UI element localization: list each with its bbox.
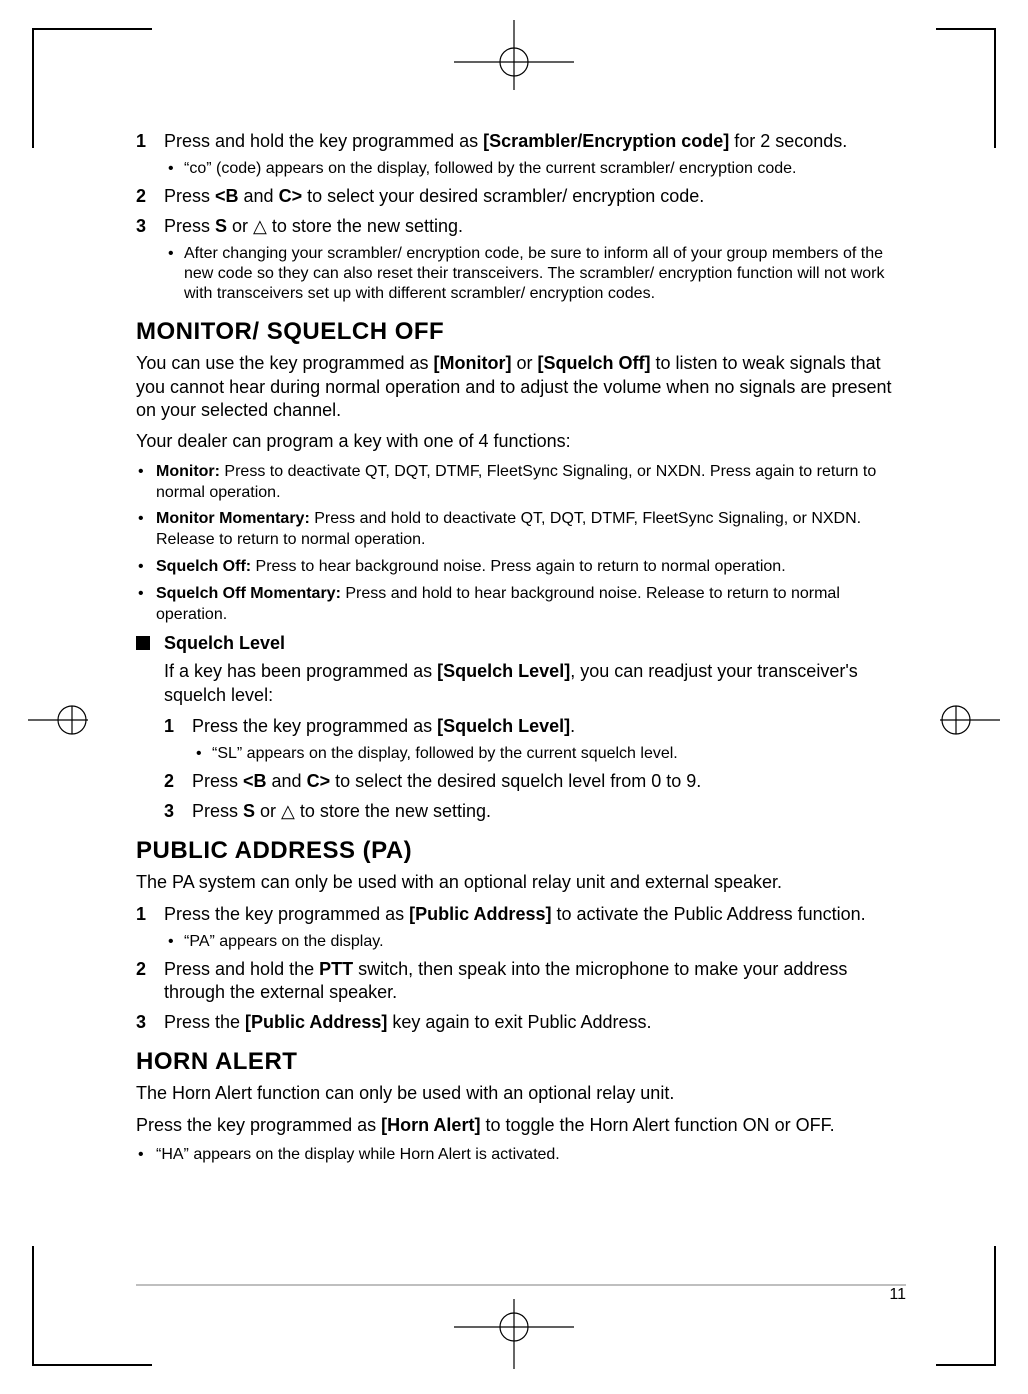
squelch-step: 3Press S or △ to store the new setting. — [164, 800, 906, 823]
scrambler-step: 3Press S or △ to store the new setting. — [136, 215, 906, 238]
content-area: 1Press and hold the key programmed as [S… — [136, 130, 906, 1172]
section-title-monitor: MONITOR/ SQUELCH OFF — [136, 318, 906, 346]
monitor-bullet: •Squelch Off: Press to hear background n… — [136, 557, 906, 578]
monitor-bullet: •Monitor Momentary: Press and hold to de… — [136, 509, 906, 551]
monitor-bullet: •Squelch Off Momentary: Press and hold t… — [136, 584, 906, 626]
pa-step: 2Press and hold the PTT switch, then spe… — [136, 958, 906, 1005]
crop-mark-bl — [32, 1246, 152, 1366]
horn-p2: Press the key programmed as [Horn Alert]… — [136, 1114, 906, 1137]
pa-p1: The PA system can only be used with an o… — [136, 871, 906, 894]
subsection-label: Squelch Level — [164, 633, 285, 653]
monitor-p2: Your dealer can program a key with one o… — [136, 430, 906, 453]
monitor-bullet: •Monitor: Press to deactivate QT, DQT, D… — [136, 462, 906, 504]
horn-p1: The Horn Alert function can only be used… — [136, 1082, 906, 1105]
pa-substep: •“PA” appears on the display. — [136, 932, 906, 952]
squelch-intro: If a key has been programmed as [Squelch… — [164, 660, 906, 707]
crop-mark-tl — [32, 28, 152, 148]
footer-rule — [136, 1284, 906, 1286]
page: 1Press and hold the key programmed as [S… — [0, 0, 1028, 1394]
squelch-substep: •“SL” appears on the display, followed b… — [164, 744, 906, 764]
subsection-squelch-level: Squelch Level — [136, 633, 906, 654]
scrambler-step: 2Press <B and C> to select your desired … — [136, 185, 906, 208]
registration-mark-top — [434, 20, 594, 95]
side-mark-left — [28, 690, 88, 755]
crop-mark-tr — [936, 28, 996, 148]
crop-mark-br — [936, 1246, 996, 1366]
horn-bullet: •“HA” appears on the display while Horn … — [136, 1145, 906, 1166]
section-title-pa: PUBLIC ADDRESS (PA) — [136, 837, 906, 865]
scrambler-substep: •“co” (code) appears on the display, fol… — [136, 159, 906, 179]
scrambler-substep: •After changing your scrambler/ encrypti… — [136, 244, 906, 304]
side-mark-right — [940, 690, 1000, 755]
monitor-p1: You can use the key programmed as [Monit… — [136, 352, 906, 422]
page-number: 11 — [889, 1286, 906, 1304]
squelch-step: 1Press the key programmed as [Squelch Le… — [164, 715, 906, 738]
squelch-step: 2Press <B and C> to select the desired s… — [164, 770, 906, 793]
section-title-horn: HORN ALERT — [136, 1048, 906, 1076]
pa-step: 3Press the [Public Address] key again to… — [136, 1011, 906, 1034]
registration-mark-bottom — [434, 1299, 594, 1374]
pa-step: 1Press the key programmed as [Public Add… — [136, 903, 906, 926]
scrambler-step: 1Press and hold the key programmed as [S… — [136, 130, 906, 153]
